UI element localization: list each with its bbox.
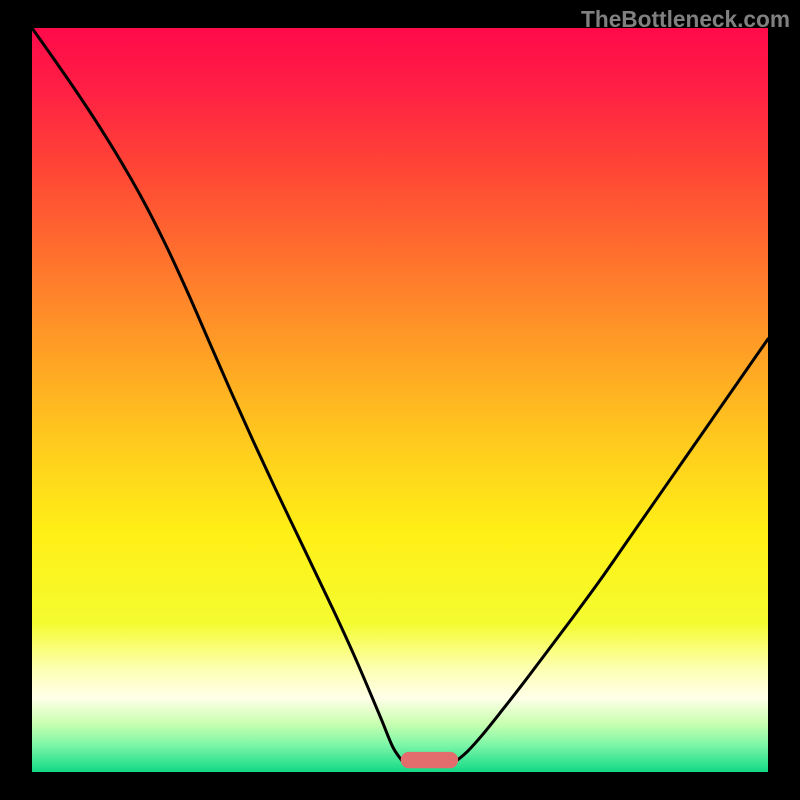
- optimal-point-marker: [401, 752, 458, 768]
- chart-container: TheBottleneck.com: [0, 0, 800, 800]
- gradient-background: [32, 28, 768, 772]
- plot-area: [32, 28, 768, 772]
- watermark-text: TheBottleneck.com: [581, 6, 790, 33]
